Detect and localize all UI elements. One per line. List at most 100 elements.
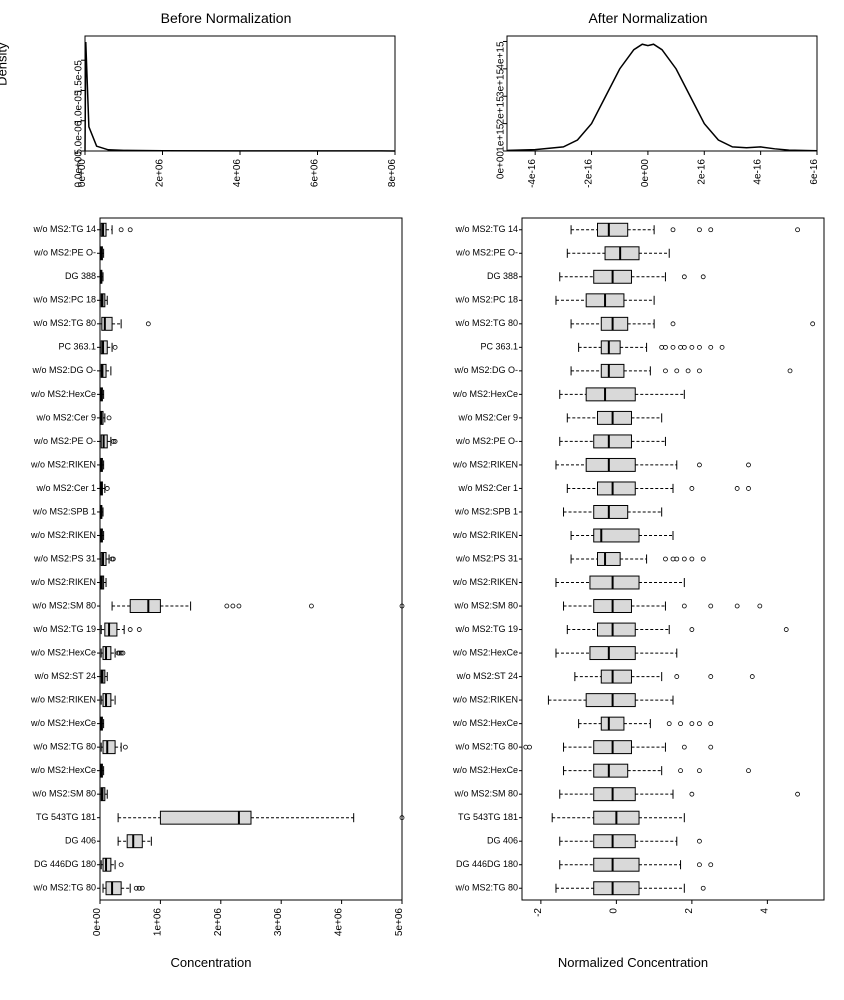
svg-text:0e+00: 0e+00 [92, 908, 103, 937]
svg-text:w/o MS2:RIKEN: w/o MS2:RIKEN [30, 577, 96, 587]
normalized-xlabel: Normalized Concentration [432, 955, 834, 970]
density-ylabel: Density [0, 42, 10, 85]
svg-text:4e+15: 4e+15 [496, 41, 507, 70]
svg-text:4e-16: 4e-16 [753, 159, 764, 185]
svg-text:w/o MS2:TG 80: w/o MS2:TG 80 [32, 742, 96, 752]
svg-text:w/o MS2:PS 31: w/o MS2:PS 31 [455, 553, 518, 563]
svg-text:DG 406: DG 406 [487, 836, 518, 846]
svg-text:w/o MS2:TG 80: w/o MS2:TG 80 [454, 883, 518, 893]
density-after-panel: After Normalization 0e+001e+152e+153e+15… [422, 0, 844, 200]
svg-text:w/o MS2:PE O-: w/o MS2:PE O- [455, 248, 518, 258]
svg-text:PC 363.1: PC 363.1 [480, 342, 518, 352]
svg-text:DG 406: DG 406 [65, 836, 96, 846]
svg-text:w/o MS2:Cer 1: w/o MS2:Cer 1 [457, 483, 518, 493]
svg-text:1e+06: 1e+06 [152, 908, 163, 937]
svg-text:w/o MS2:RIKEN: w/o MS2:RIKEN [30, 459, 96, 469]
svg-text:w/o MS2:SM 80: w/o MS2:SM 80 [453, 789, 518, 799]
svg-text:w/o MS2:TG 80: w/o MS2:TG 80 [454, 742, 518, 752]
svg-text:3e+06: 3e+06 [273, 908, 284, 937]
svg-text:w/o MS2:TG 19: w/o MS2:TG 19 [454, 624, 518, 634]
svg-text:TG 543TG 181: TG 543TG 181 [458, 812, 518, 822]
svg-text:2e-16: 2e-16 [696, 159, 707, 185]
svg-text:w/o MS2:TG 14: w/o MS2:TG 14 [32, 224, 96, 234]
svg-text:w/o MS2:TG 19: w/o MS2:TG 19 [32, 624, 96, 634]
boxplot-before-panel: 0e+00 1e+06 2e+06 3e+06 4e+06 5e+06 w/o MS2:TG… [0, 200, 422, 1000]
svg-text:5e+06: 5e+06 [394, 908, 405, 937]
svg-text:w/o MS2:DG O-: w/o MS2:DG O- [453, 365, 518, 375]
svg-text:PC 363.1: PC 363.1 [58, 342, 96, 352]
svg-text:4: 4 [759, 908, 770, 914]
svg-text:w/o MS2:HexCe: w/o MS2:HexCe [452, 647, 518, 657]
svg-text:5.0e-06: 5.0e-06 [74, 120, 85, 154]
svg-text:w/o MS2:SPB 1: w/o MS2:SPB 1 [32, 506, 96, 516]
svg-text:w/o MS2:HexCe: w/o MS2:HexCe [30, 765, 96, 775]
svg-text:4e+06: 4e+06 [232, 159, 243, 188]
svg-text:w/o MS2:PC 18: w/o MS2:PC 18 [454, 295, 518, 305]
boxplot-before-chart: 0e+00 1e+06 2e+06 3e+06 4e+06 5e+06 w/o MS2:TG… [10, 210, 410, 950]
svg-text:w/o MS2:TG 80: w/o MS2:TG 80 [32, 883, 96, 893]
svg-text:-2e-16: -2e-16 [584, 159, 595, 188]
svg-text:2: 2 [684, 908, 695, 914]
svg-text:DG 446DG 180: DG 446DG 180 [456, 859, 518, 869]
svg-text:w/o MS2:TG 14: w/o MS2:TG 14 [454, 224, 518, 234]
svg-text:0e+00: 0e+00 [496, 151, 507, 180]
density-after-chart: 0e+001e+152e+153e+154e+15-4e-16-2e-160e+… [462, 31, 822, 191]
svg-text:8e+06: 8e+06 [387, 159, 398, 188]
svg-text:w/o MS2:SM 80: w/o MS2:SM 80 [31, 789, 96, 799]
svg-text:0e+00: 0e+00 [77, 159, 88, 188]
boxplot-after-chart: -2 0 2 4 w/o MS2:TG 14 w/o MS2:PE O- DG 388 w/o… [432, 210, 832, 950]
svg-text:w/o MS2:SM 80: w/o MS2:SM 80 [31, 600, 96, 610]
svg-text:3e+15: 3e+15 [496, 68, 507, 97]
svg-text:-2: -2 [533, 908, 544, 917]
svg-text:w/o MS2:SPB 1: w/o MS2:SPB 1 [454, 506, 518, 516]
svg-text:w/o MS2:RIKEN: w/o MS2:RIKEN [30, 694, 96, 704]
svg-text:w/o MS2:Cer 9: w/o MS2:Cer 9 [35, 412, 96, 422]
svg-text:0: 0 [608, 908, 619, 914]
svg-text:w/o MS2:RIKEN: w/o MS2:RIKEN [452, 694, 518, 704]
svg-text:w/o MS2:RIKEN: w/o MS2:RIKEN [452, 459, 518, 469]
svg-text:w/o MS2:TG 80: w/o MS2:TG 80 [454, 318, 518, 328]
svg-text:w/o MS2:RIKEN: w/o MS2:RIKEN [30, 530, 96, 540]
svg-text:2e+06: 2e+06 [155, 159, 166, 188]
svg-text:w/o MS2:HexCe: w/o MS2:HexCe [30, 389, 96, 399]
svg-text:w/o MS2:RIKEN: w/o MS2:RIKEN [452, 530, 518, 540]
svg-text:w/o MS2:SM 80: w/o MS2:SM 80 [453, 600, 518, 610]
concentration-xlabel: Concentration [10, 955, 412, 970]
svg-text:DG 388: DG 388 [487, 271, 518, 281]
svg-text:w/o MS2:HexCe: w/o MS2:HexCe [30, 718, 96, 728]
title-before: Before Normalization [40, 10, 412, 26]
svg-text:w/o MS2:PE O-: w/o MS2:PE O- [33, 436, 96, 446]
svg-text:1e+15: 1e+15 [496, 123, 507, 152]
svg-text:DG 446DG 180: DG 446DG 180 [34, 859, 96, 869]
svg-text:2e+06: 2e+06 [213, 908, 224, 937]
svg-text:6e+06: 6e+06 [310, 159, 321, 188]
density-before-chart: 0.0e+005.0e-061.0e-051.5e-050e+002e+064e… [40, 31, 400, 191]
svg-text:w/o MS2:TG 80: w/o MS2:TG 80 [32, 318, 96, 328]
svg-text:w/o MS2:PE O-: w/o MS2:PE O- [33, 248, 96, 258]
svg-text:2e+15: 2e+15 [496, 96, 507, 125]
svg-text:1.0e-05: 1.0e-05 [74, 90, 85, 124]
svg-text:0e+00: 0e+00 [640, 159, 651, 188]
svg-text:DG 388: DG 388 [65, 271, 96, 281]
svg-text:w/o MS2:HexCe: w/o MS2:HexCe [30, 647, 96, 657]
svg-text:w/o MS2:ST 24: w/o MS2:ST 24 [456, 671, 518, 681]
svg-text:w/o MS2:HexCe: w/o MS2:HexCe [452, 765, 518, 775]
svg-text:TG 543TG 181: TG 543TG 181 [36, 812, 96, 822]
svg-text:w/o MS2:HexCe: w/o MS2:HexCe [452, 389, 518, 399]
svg-text:w/o MS2:RIKEN: w/o MS2:RIKEN [452, 577, 518, 587]
svg-text:4e+06: 4e+06 [334, 908, 345, 937]
svg-text:6e-16: 6e-16 [809, 159, 820, 185]
svg-text:w/o MS2:Cer 9: w/o MS2:Cer 9 [457, 412, 518, 422]
boxplot-after-panel: -2 0 2 4 w/o MS2:TG 14 w/o MS2:PE O- DG 388 w/o… [422, 200, 844, 1000]
svg-text:w/o MS2:PS 31: w/o MS2:PS 31 [33, 553, 96, 563]
svg-text:1.5e-05: 1.5e-05 [74, 60, 85, 94]
svg-text:w/o MS2:PE O-: w/o MS2:PE O- [455, 436, 518, 446]
svg-text:-4e-16: -4e-16 [527, 159, 538, 188]
svg-text:w/o MS2:HexCe: w/o MS2:HexCe [452, 718, 518, 728]
density-before-panel: Before Normalization Density 0.0e+005.0e… [0, 0, 422, 200]
svg-text:w/o MS2:Cer 1: w/o MS2:Cer 1 [35, 483, 96, 493]
svg-text:w/o MS2:ST 24: w/o MS2:ST 24 [34, 671, 96, 681]
svg-text:w/o MS2:DG O-: w/o MS2:DG O- [31, 365, 96, 375]
svg-text:w/o MS2:PC 18: w/o MS2:PC 18 [32, 295, 96, 305]
title-after: After Normalization [462, 10, 834, 26]
